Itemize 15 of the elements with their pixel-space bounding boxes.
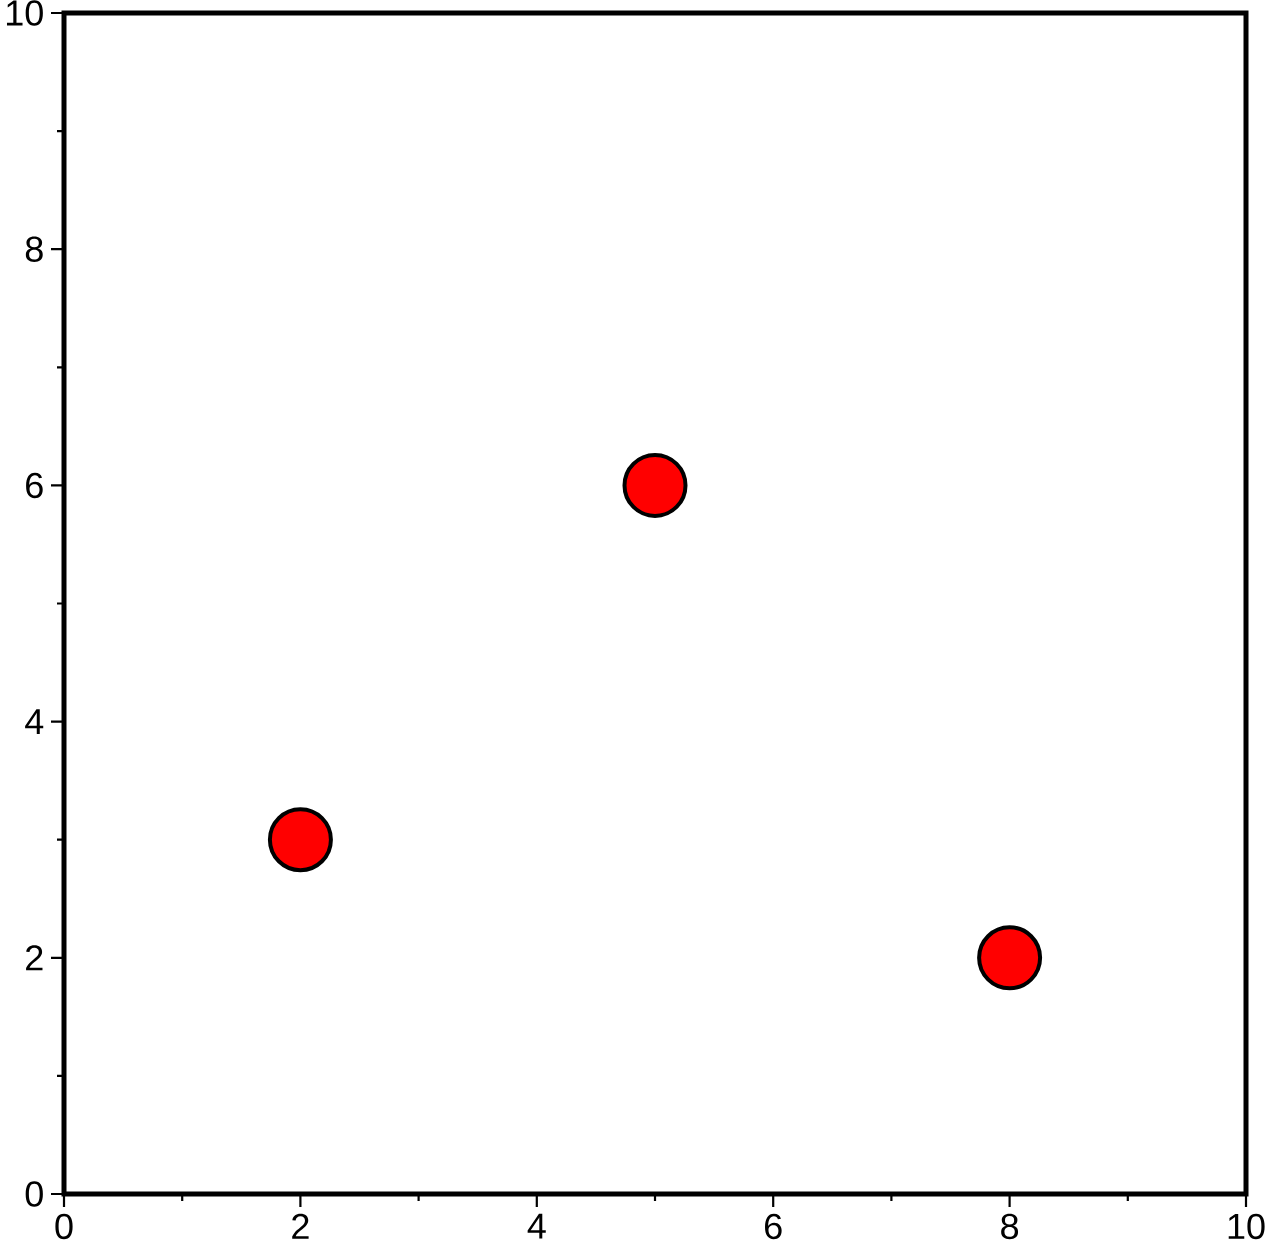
y-tick-label: 6 [26, 472, 43, 499]
y-tick-label: 2 [26, 945, 43, 971]
point [977, 925, 1043, 991]
x-tick-label: 0 [55, 1213, 73, 1240]
x-tick-label: 2 [292, 1213, 309, 1239]
y-tick-label: 4 [25, 709, 44, 734]
y-tick-label: 0 [25, 1181, 43, 1207]
y-tick-label: 10 [6, 0, 43, 26]
x-tick-label: 8 [1001, 1213, 1019, 1240]
point [267, 807, 333, 873]
x-tick-label: 6 [765, 1213, 782, 1240]
x-tick-label: 10 [1228, 1213, 1265, 1240]
point [622, 452, 688, 518]
x-tick-label: 4 [527, 1213, 546, 1239]
y-tick-label: 8 [25, 236, 43, 262]
